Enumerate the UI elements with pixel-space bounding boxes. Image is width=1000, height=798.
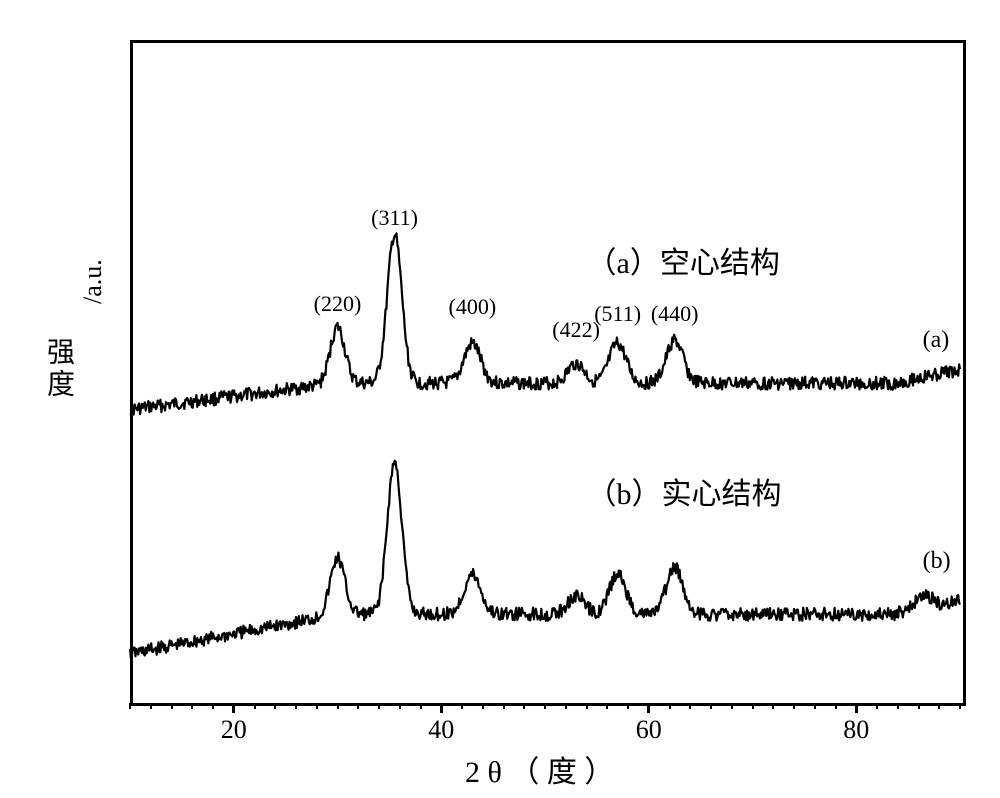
xrd-chart: 强度 /a.u. 2 θ （ 度 ） 20406080(220)(311)(40…	[20, 20, 980, 778]
x-tick-label: 80	[843, 715, 869, 745]
x-tick-label: 60	[636, 715, 662, 745]
x-tick-label: 20	[221, 715, 247, 745]
x-tick-label: 40	[428, 715, 454, 745]
x-axis-label: 2 θ （ 度 ）	[465, 747, 614, 791]
xrd-trace-b	[20, 20, 970, 710]
